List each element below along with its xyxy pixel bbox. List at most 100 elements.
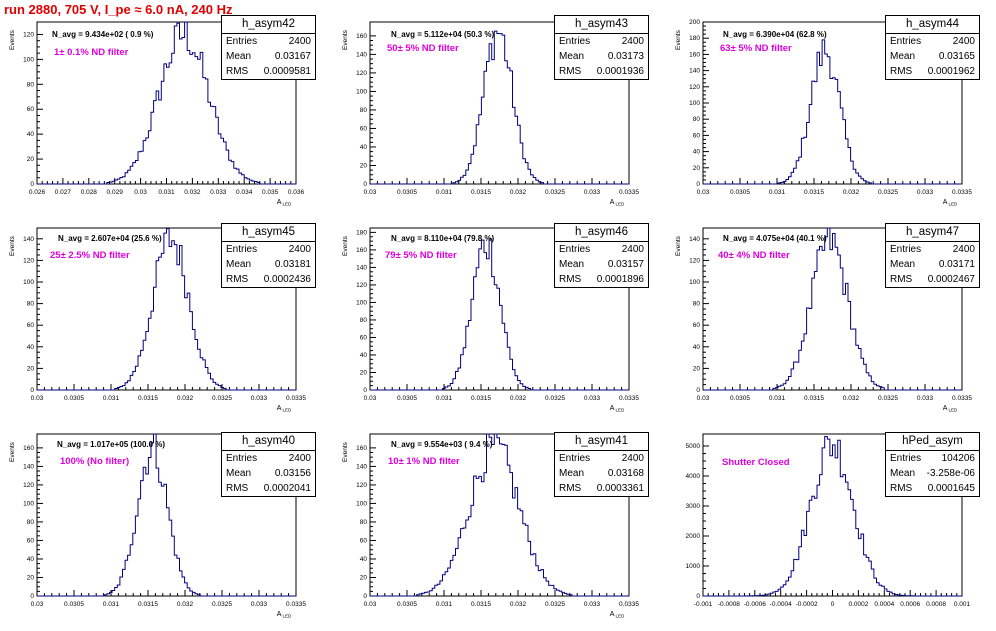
x-tick-label: 0.031 xyxy=(436,189,453,196)
y-axis-label: Events xyxy=(9,235,16,256)
x-tick-label: 0.032 xyxy=(510,395,527,402)
y-tick-label: 80 xyxy=(27,519,35,526)
rms-value: 0.0003361 xyxy=(596,483,644,494)
entries-label: Entries xyxy=(559,36,591,47)
rms-value: 0.0002436 xyxy=(263,274,311,285)
y-tick-label: 100 xyxy=(356,88,367,95)
y-tick-label: 0 xyxy=(696,181,700,188)
x-tick-label: 0.0305 xyxy=(730,189,750,196)
filter-label: 25± 2.5% ND filter xyxy=(50,250,130,261)
mean-label: Mean xyxy=(559,468,585,479)
x-tick-label: 0.032 xyxy=(510,189,527,196)
histogram-plot: 0.03 0.0305 0.031 0.0315 0.032 0.0325 0.033 0.0… xyxy=(9,433,306,619)
y-tick-label: 120 xyxy=(689,257,700,264)
x-axis-label: ALED xyxy=(277,199,292,207)
mean-label: Mean xyxy=(890,51,916,62)
y-tick-label: 100 xyxy=(356,500,367,507)
filter-label: 79± 5% ND filter xyxy=(385,250,457,261)
rms-value: 0.0001936 xyxy=(596,66,644,77)
histogram-name: h_asym45 xyxy=(222,224,315,242)
histogram-line xyxy=(370,238,629,391)
y-tick-label: 0 xyxy=(363,181,367,188)
x-tick-label: -0.0004 xyxy=(770,601,792,608)
rms-value: 0.0001645 xyxy=(927,483,975,494)
y-tick-label: 80 xyxy=(693,301,701,308)
y-tick-label: 160 xyxy=(356,33,367,40)
y-axis-label: Events xyxy=(675,29,682,50)
x-tick-label: 0.033 xyxy=(584,601,601,608)
x-tick-label: 0.028 xyxy=(81,189,98,196)
rms-label: RMS xyxy=(226,66,249,77)
x-tick-label: 0.03 xyxy=(134,189,147,196)
x-tick-label: 0.0335 xyxy=(619,189,639,196)
y-tick-label: 2000 xyxy=(686,533,701,540)
x-tick-label: 0.0315 xyxy=(804,189,824,196)
n-avg-label: N_avg = 8.110e+04 (79.8 %) xyxy=(391,234,495,243)
y-tick-label: 20 xyxy=(360,162,368,169)
x-tick-label: -0.0006 xyxy=(744,601,766,608)
x-tick-label: 0.001 xyxy=(954,601,971,608)
rms-value: 0.0009581 xyxy=(263,66,311,77)
histogram-panel: 0.03 0.0305 0.031 0.0315 0.032 0.0325 0.033 0.0… xyxy=(666,12,996,219)
run-title: run 2880, 705 V, I_pe ≈ 6.0 nA, 240 Hz xyxy=(4,2,233,17)
y-tick-label: 20 xyxy=(693,365,701,372)
entries-label: Entries xyxy=(226,453,258,464)
y-tick-label: 40 xyxy=(27,344,35,351)
x-tick-label: 0.0305 xyxy=(397,189,417,196)
x-tick-label: 0.0325 xyxy=(878,189,898,196)
entries-label: Entries xyxy=(559,244,591,255)
mean-value: 0.03173 xyxy=(607,51,644,62)
y-tick-label: 100 xyxy=(689,279,700,286)
x-tick-label: 0.033 xyxy=(210,189,227,196)
histogram-panel: -0.001 -0.0008 -0.0006 -0.0004 -0.0002 0 0.000… xyxy=(666,424,996,631)
n-avg-label: N_avg = 5.112e+04 (50.3 %) xyxy=(391,30,495,39)
y-tick-label: 120 xyxy=(356,482,367,489)
x-tick-label: 0.0325 xyxy=(878,395,898,402)
rms-label: RMS xyxy=(559,483,582,494)
y-tick-label: 140 xyxy=(689,236,700,243)
histogram-name: h_asym41 xyxy=(555,433,648,451)
x-tick-label: 0.0008 xyxy=(926,601,946,608)
histogram-plot: -0.001 -0.0008 -0.0006 -0.0004 -0.0002 0 0.000… xyxy=(686,433,971,608)
y-tick-label: 100 xyxy=(23,56,34,63)
y-axis-label: Events xyxy=(342,29,349,50)
x-tick-label: 0.0006 xyxy=(900,601,920,608)
x-tick-label: 0.0305 xyxy=(64,395,84,402)
y-tick-label: 60 xyxy=(360,537,368,544)
mean-label: Mean xyxy=(890,468,916,479)
y-tick-label: 0 xyxy=(696,593,700,600)
y-tick-label: 160 xyxy=(356,247,367,254)
filter-label: Shutter Closed xyxy=(722,457,790,468)
stats-box: h_asym43 Entries 2400 Mean 0.03173 RMS 0.00… xyxy=(554,15,649,80)
histogram-panel: 0.03 0.0305 0.031 0.0315 0.032 0.0325 0.033 0.0… xyxy=(333,12,663,219)
histogram-name: h_asym47 xyxy=(886,224,979,242)
x-tick-label: 0.032 xyxy=(177,601,194,608)
filter-label: 100% (No filter) xyxy=(60,456,130,467)
y-tick-label: 160 xyxy=(23,445,34,452)
x-tick-label: 0.0305 xyxy=(64,601,84,608)
y-tick-label: 3000 xyxy=(686,503,701,510)
x-tick-label: 0.031 xyxy=(436,395,453,402)
x-axis-label: ALED xyxy=(610,611,625,619)
y-tick-label: 80 xyxy=(360,317,368,324)
rms-label: RMS xyxy=(890,483,913,494)
plot-frame xyxy=(369,21,630,185)
x-tick-label: 0.032 xyxy=(184,189,201,196)
y-tick-label: 20 xyxy=(27,574,35,581)
histogram-line xyxy=(370,30,629,185)
stats-box: h_asym42 Entries 2400 Mean 0.03167 RMS 0.00… xyxy=(221,15,316,80)
filter-label: 63± 5% ND filter xyxy=(720,43,792,54)
x-tick-label: 0.03 xyxy=(364,189,377,196)
y-tick-label: 5000 xyxy=(686,443,701,450)
histogram-name: h_asym40 xyxy=(222,433,315,451)
histogram-plot: 0.03 0.0305 0.031 0.0315 0.032 0.0325 0.033 0.0… xyxy=(9,227,306,413)
filter-label: 1± 0.1% ND filter xyxy=(54,47,129,58)
x-axis-label: ALED xyxy=(943,405,958,413)
y-tick-label: 60 xyxy=(27,106,35,113)
x-tick-label: 0.03 xyxy=(364,601,377,608)
mean-label: Mean xyxy=(559,51,585,62)
n-avg-label: N_avg = 4.075e+04 (40.1 %) xyxy=(723,234,827,243)
entries-value: 2400 xyxy=(621,36,644,47)
x-tick-label: 0 xyxy=(831,601,835,608)
rms-value: 0.0002041 xyxy=(263,483,311,494)
